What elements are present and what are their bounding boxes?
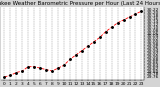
- Point: [51, 70, 53, 72]
- Point: [9, 75, 12, 76]
- Point: [128, 16, 131, 18]
- Point: [92, 41, 95, 43]
- Point: [15, 72, 18, 73]
- Point: [134, 13, 137, 15]
- Point: [33, 66, 36, 67]
- Point: [98, 37, 101, 38]
- Point: [110, 27, 113, 28]
- Point: [39, 67, 41, 69]
- Title: Milwaukee Weather Barometric Pressure per Hour (Last 24 Hours): Milwaukee Weather Barometric Pressure pe…: [0, 1, 160, 6]
- Point: [140, 10, 143, 12]
- Point: [21, 70, 24, 72]
- Point: [27, 66, 29, 67]
- Point: [75, 54, 77, 56]
- Point: [45, 69, 47, 70]
- Point: [3, 76, 6, 78]
- Point: [116, 22, 119, 24]
- Point: [122, 19, 125, 21]
- Point: [63, 64, 65, 66]
- Point: [81, 50, 83, 51]
- Point: [57, 67, 59, 69]
- Point: [69, 59, 71, 60]
- Point: [104, 31, 107, 32]
- Point: [87, 46, 89, 47]
